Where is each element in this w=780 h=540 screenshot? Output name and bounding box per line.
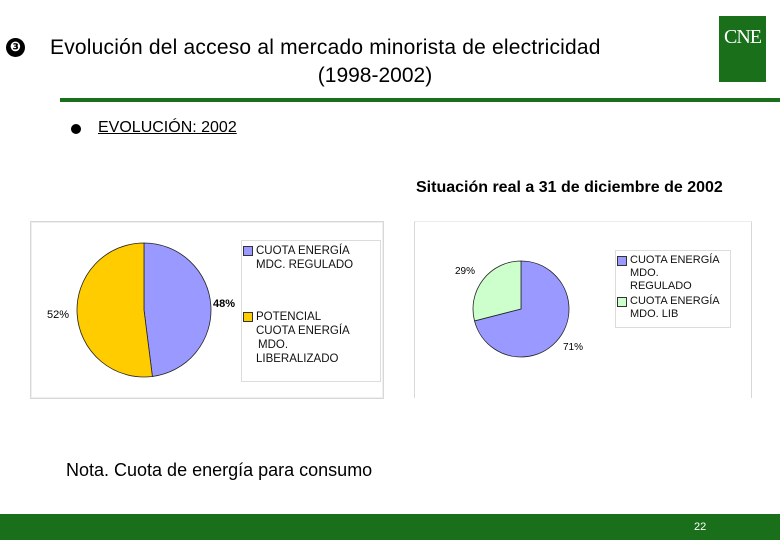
pie2-legend-line: MDO. LIB [630, 308, 679, 320]
footnote: Nota. Cuota de energía para consumo [66, 460, 373, 480]
pie1-legend-swatch-1 [243, 312, 253, 322]
pie2-slice-1 [472, 260, 522, 322]
pie2-legend: CUOTA ENERGÍA MDO. REGULADO CUOTA ENERGÍ… [615, 250, 731, 328]
pie1-value-label-1: 52% [47, 309, 69, 321]
number-bullet: ❸ [6, 38, 25, 57]
pie2-legend-line: MDO. [630, 267, 659, 279]
pie1-slice-1 [76, 242, 153, 378]
footer-bar [0, 514, 780, 540]
pie-chart-1-svg: 48% 52% [47, 242, 235, 378]
pie-chart-2-svg: 71% 29% [455, 260, 583, 358]
pie1-legend-line: LIBERALIZADO [256, 353, 339, 365]
slide-title-line2: (1998-2002) [317, 64, 433, 87]
cne-logo: CNE [719, 16, 766, 82]
pie2-legend-swatch-1 [617, 297, 627, 307]
situation-label: Situación real a 31 de diciembre de 2002 [416, 179, 723, 196]
pie2-legend-item-0: CUOTA ENERGÍA MDO. REGULADO [616, 254, 730, 293]
slide-title-line1: Evolución del acceso al mercado minorist… [50, 36, 601, 59]
pie2-legend-line: CUOTA ENERGÍA [630, 295, 720, 307]
pie1-slice-0 [143, 242, 212, 377]
logo-text: CNE [724, 26, 762, 48]
page-number: 22 [694, 521, 707, 533]
bullet-dot-icon [71, 124, 81, 134]
pie1-legend-item-0: CUOTA ENERGÍA MDC. REGULADO [242, 244, 380, 272]
section-heading: EVOLUCIÓN: 2002 [98, 119, 237, 136]
pie1-legend: CUOTA ENERGÍA MDC. REGULADO POTENCIAL CU… [241, 240, 381, 382]
pie-chart-1: 48% 52% CUOTA ENERGÍA MDC. REGULADO POTE… [30, 221, 384, 399]
pie-chart-2: 71% 29% CUOTA ENERGÍA MDO. REGULADO CUOT… [414, 221, 752, 398]
pie2-legend-line: CUOTA ENERGÍA [630, 254, 720, 266]
pie1-legend-line: MDC. REGULADO [256, 259, 354, 271]
pie1-value-label-0: 48% [213, 298, 235, 310]
pie1-legend-line: MDO. [258, 339, 289, 351]
pie1-legend-item-1: POTENCIAL CUOTA ENERGÍA MDO. LIBERALIZAD… [242, 310, 380, 366]
pie1-legend-swatch-0 [243, 246, 253, 256]
pie1-legend-line: CUOTA ENERGÍA [256, 325, 350, 337]
pie2-slice-0 [474, 260, 570, 358]
pie1-legend-line: CUOTA ENERGÍA [256, 245, 350, 257]
pie2-legend-item-1: CUOTA ENERGÍA MDO. LIB [616, 295, 730, 321]
pie2-legend-line: REGULADO [630, 280, 692, 292]
pie1-legend-line: POTENCIAL [256, 311, 322, 323]
pie2-legend-swatch-0 [617, 256, 627, 266]
pie2-value-label-1: 29% [455, 266, 475, 277]
pie2-value-label-0: 71% [563, 342, 583, 353]
title-divider [60, 98, 780, 102]
